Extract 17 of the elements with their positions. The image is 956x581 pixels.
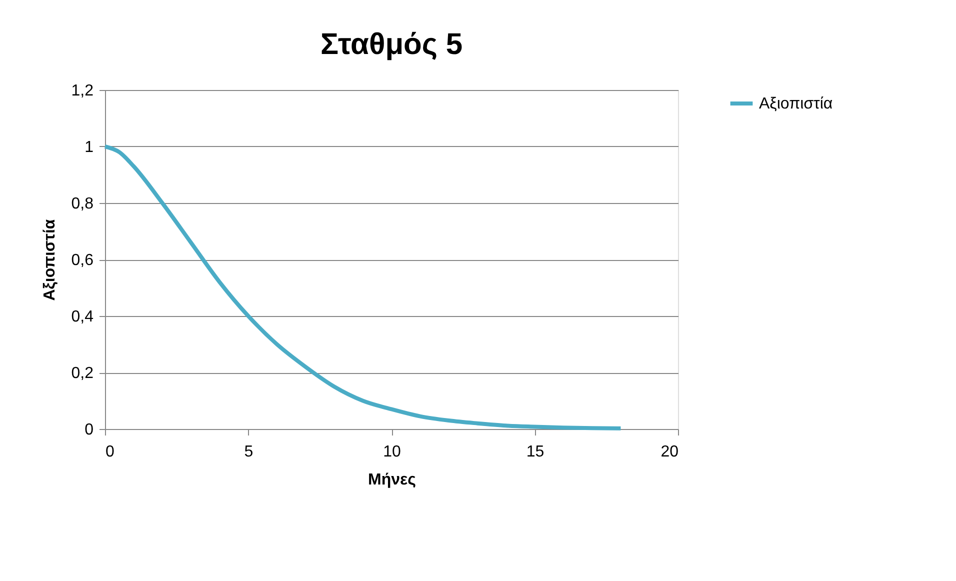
legend-label: Αξιοπιστία: [759, 96, 833, 112]
y-tick-label: 1: [84, 139, 94, 156]
line-series: [103, 144, 623, 430]
x-tick-label: 5: [244, 444, 254, 460]
x-tick-label: 20: [660, 444, 679, 460]
y-axis-title: Αξιοπιστία: [41, 219, 58, 301]
y-tick-label: 0,8: [71, 196, 94, 212]
y-tick-label: 0,4: [71, 308, 94, 326]
y-tick-label: 0,2: [71, 365, 94, 382]
y-tick-label: 0: [84, 422, 94, 438]
chart-title: Σταθμός 5: [320, 28, 463, 61]
x-tick-label: 0: [106, 444, 114, 460]
x-tick-label: 10: [383, 444, 401, 460]
x-tick-label: 15: [526, 444, 544, 460]
y-tick-label: 1,2: [71, 82, 94, 100]
y-tick-label: 0,6: [71, 252, 94, 269]
x-axis-title: Μήνες: [368, 472, 416, 488]
